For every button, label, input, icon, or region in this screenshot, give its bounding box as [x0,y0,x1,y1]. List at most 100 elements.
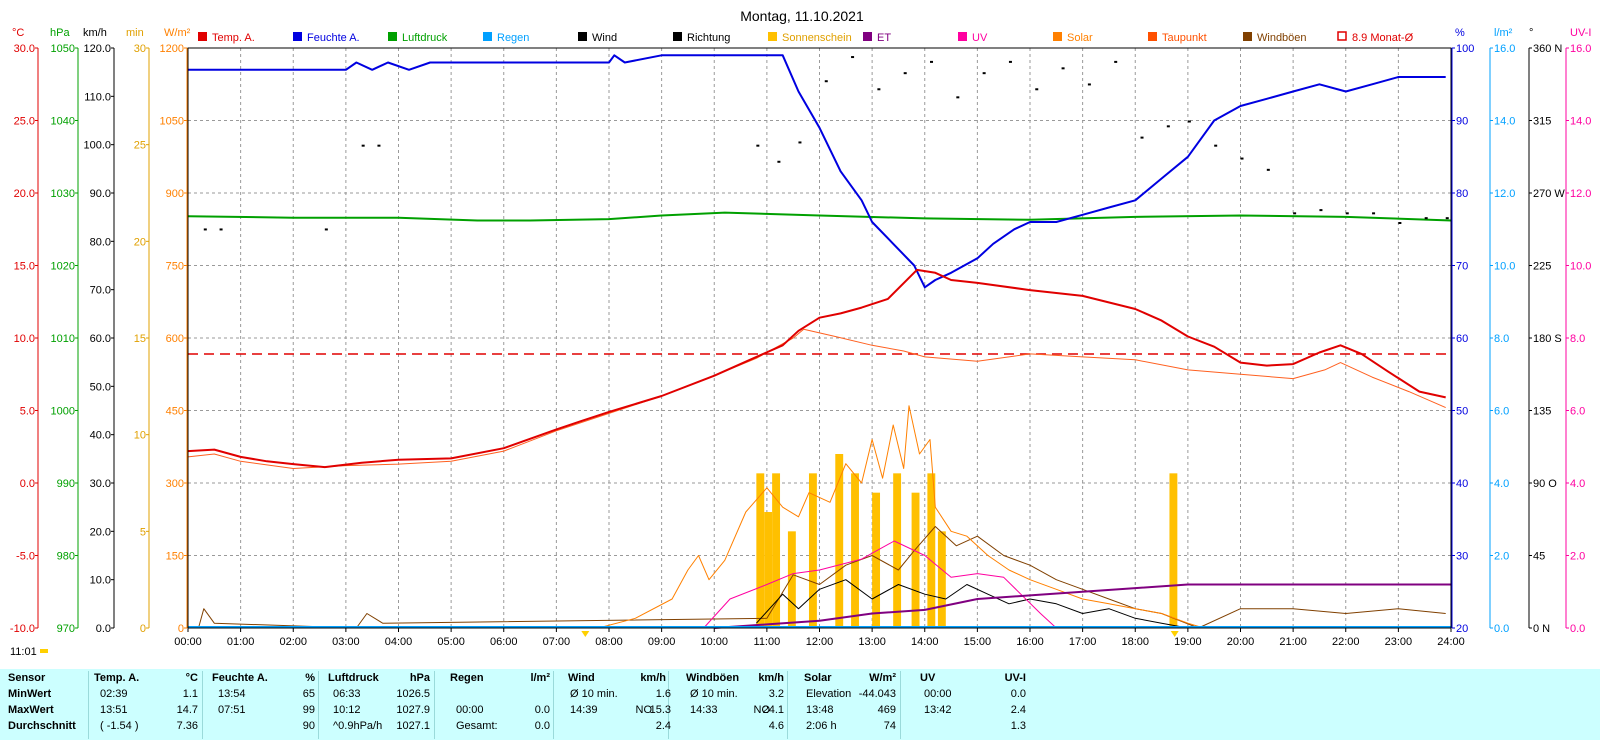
stat-cell: 1026.5 [396,688,430,700]
x-tick-label: 21:00 [1279,636,1307,648]
pressure-tick-label: 1050 [51,43,75,55]
stat-cell: 15.3 [649,704,671,716]
grid [188,48,1451,628]
wind-tick-label: 110.0 [84,91,111,103]
direction-dot [1345,212,1349,215]
direction-dot [1140,136,1144,139]
legend-swatch [1148,32,1157,41]
pressure-tick-label: 1000 [51,406,75,418]
solar-tick-label: 600 [166,333,184,345]
humidity-tick-label: 40 [1456,478,1468,490]
stat-divider [900,671,901,739]
statistics-panel: Sensor Temp. A. °C Feuchte A.% Luftdruck hPa R… [0,669,1600,740]
legend-label: Feuchte A. [307,32,360,44]
legend-label: Wind [592,32,617,44]
series-windb-en [198,526,1446,629]
stat-cell: ( -1.54 ) [100,720,139,732]
legend-label: Taupunkt [1162,32,1207,44]
direction-dot [824,80,828,83]
uv-tick-label: 10.0 [1570,261,1591,273]
x-tick-label: 12:00 [806,636,834,648]
x-tick-label: 20:00 [1227,636,1255,648]
stat-cell: Windböen [686,672,740,684]
x-tick-label: 24:00 [1437,636,1465,648]
rain-tick-label: 16.0 [1494,43,1515,55]
wind-axis-unit: km/h [83,27,107,39]
legend-swatch [1243,32,1252,41]
stat-cell: hPa [409,672,430,684]
direction-dot [1372,212,1376,215]
sunshine-bar [787,531,796,628]
stat-cell: 14:39 [570,704,598,716]
stat-cell: ^0.9hPa/h [333,720,383,732]
legend-swatch [293,32,302,41]
x-tick-label: 06:00 [490,636,518,648]
uv-tick-label: 16.0 [1570,43,1591,55]
solar-tick-label: 150 [166,551,184,563]
direction-tick-label: 225 [1533,261,1551,273]
direction-dot [930,60,934,63]
stat-cell: UV-I [1004,672,1026,684]
stat-cell: °C [185,672,198,684]
legend-label: Solar [1067,32,1093,44]
stat-divider [202,671,203,739]
direction-dot [1214,144,1218,147]
sunshine-bar [772,473,781,628]
solar-tick-label: 450 [166,406,184,418]
sunmin-tick-label: 0 [140,623,146,635]
stat-cell: 2.4 [1010,704,1026,716]
legend-label: Windböen [1257,32,1307,44]
rain-tick-label: 14.0 [1494,116,1515,128]
stat-cell: 13:54 [218,688,246,700]
stat-cell: 469 [877,704,896,716]
series-taupunkt [187,328,1446,469]
humidity-tick-label: 30 [1456,551,1468,563]
x-tick-label: 14:00 [911,636,939,648]
sunshine-bar [893,473,902,628]
direction-dot [903,72,907,75]
wind-tick-label: 120.0 [83,43,111,55]
direction-tick-label: 135 [1533,406,1551,418]
temp-tick-label: -5.0 [16,551,35,563]
direction-dot [851,56,855,59]
direction-tick-label: 270 W [1533,188,1565,200]
corner-label: 11:01 [10,646,37,658]
legend-swatch [578,32,587,41]
stat-divider [88,671,89,739]
axes: °C 30.0 25.0 20.0 15.0 10.0 5.0 0.0 -5.0 -10.0 hPa… [10,27,1592,635]
stat-cell: 13:51 [100,704,128,716]
sunshine-bar [808,473,817,628]
x-tick-label: 18:00 [1121,636,1149,648]
uv-tick-label: 4.0 [1570,478,1585,490]
pressure-tick-label: 980 [57,551,75,563]
wind-tick-label: 20.0 [90,526,111,538]
pressure-tick-label: 970 [57,623,75,635]
wind-tick-label: 90.0 [90,188,111,200]
stat-cell: Wind [568,672,595,684]
legend: Temp. A. Feuchte A. Luftdruck Regen Wind Rich… [198,31,1414,44]
x-tick-label: 22:00 [1332,636,1360,648]
humidity-tick-label: 60 [1456,333,1468,345]
direction-dot [1166,125,1170,128]
sunshine-bar [851,473,859,628]
stat-cell: Temp. A. [94,672,140,684]
rain-tick-label: 2.0 [1494,551,1509,563]
stat-cell: 10:12 [333,704,361,716]
stat-cell: 0.0 [1010,688,1026,700]
pressure-tick-label: 1040 [51,116,75,128]
x-tick-label: 19:00 [1174,636,1202,648]
solar-tick-label: 1050 [160,116,184,128]
stat-cell: NO [753,704,771,716]
stat-cell: 0.0 [534,720,550,732]
uv-tick-label: 2.0 [1570,551,1585,563]
direction-tick-label: 45 [1533,551,1545,563]
x-tick-label: 11:00 [754,636,781,648]
pressure-tick-label: 1030 [51,188,75,200]
stat-cell: km/h [758,672,784,684]
stat-cell: 4.6 [768,720,784,732]
stat-cell: 13:42 [924,704,952,716]
x-axis-ticks: 00:00 01:00 02:00 03:00 04:00 05:00 06:00 07:00… [174,628,1465,648]
x-tick-label: 13:00 [858,636,886,648]
stat-cell: Gesamt: [456,720,498,732]
solar-tick-label: 1200 [160,43,184,55]
